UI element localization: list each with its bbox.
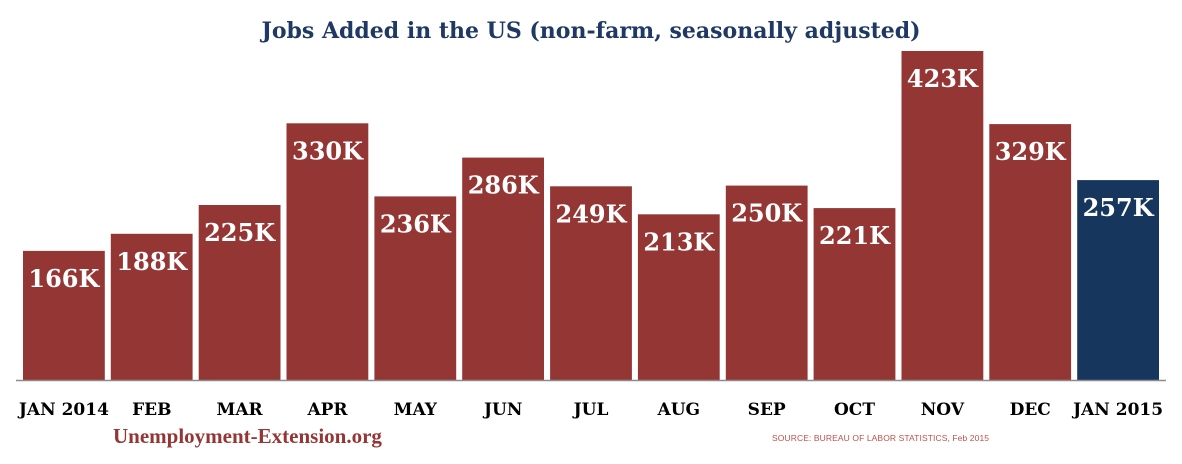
x-tick-label: SEP [748, 400, 786, 420]
bar-jan-2015 [1077, 180, 1159, 380]
bar-apr [286, 123, 369, 381]
source-note: SOURCE: BUREAU OF LABOR STATISTICS, Feb … [772, 433, 990, 443]
bar-mar [198, 205, 281, 380]
x-tick-label: NOV [921, 400, 965, 420]
x-tick-label: MAR [217, 400, 264, 420]
x-tick-label: JAN 2014 [17, 400, 109, 420]
x-tick-label: FEB [132, 400, 171, 420]
bar-may [374, 196, 457, 380]
data-label: 225K [204, 218, 276, 247]
data-label: 236K [380, 209, 452, 238]
x-tick-label: APR [306, 400, 348, 420]
data-label: 329K [995, 137, 1067, 166]
data-label: 257K [1083, 193, 1155, 222]
data-label: 249K [556, 199, 628, 228]
bar-dec [989, 124, 1072, 380]
data-label: 330K [292, 136, 364, 165]
data-label: 213K [643, 227, 715, 256]
bar-nov [901, 51, 984, 380]
bar-jan-2014 [23, 250, 105, 380]
bar-aug [637, 214, 720, 380]
x-tick-label: JUN [482, 400, 522, 420]
x-tick-label: DEC [1010, 400, 1051, 420]
brand-label: Unemployment-Extension.org [113, 424, 382, 448]
x-tick-label: OCT [834, 400, 875, 420]
bar-jun [462, 157, 544, 380]
bar-oct [813, 208, 896, 380]
bar-jul [550, 186, 632, 380]
data-label: 286K [468, 171, 540, 200]
bar-sep [725, 185, 808, 380]
chart-title: Jobs Added in the US (non-farm, seasonal… [259, 18, 920, 44]
x-tick-label: JUL [572, 400, 609, 420]
data-label: 423K [907, 64, 979, 93]
data-label: 188K [116, 247, 188, 276]
x-tick-label: JAN 2015 [1071, 400, 1163, 420]
data-label: 221K [819, 221, 891, 250]
data-label: 250K [731, 199, 803, 228]
x-tick-label: AUG [657, 400, 701, 420]
bar-feb [110, 233, 193, 380]
x-tick-label: MAY [394, 400, 438, 420]
data-label: 166K [28, 264, 100, 293]
